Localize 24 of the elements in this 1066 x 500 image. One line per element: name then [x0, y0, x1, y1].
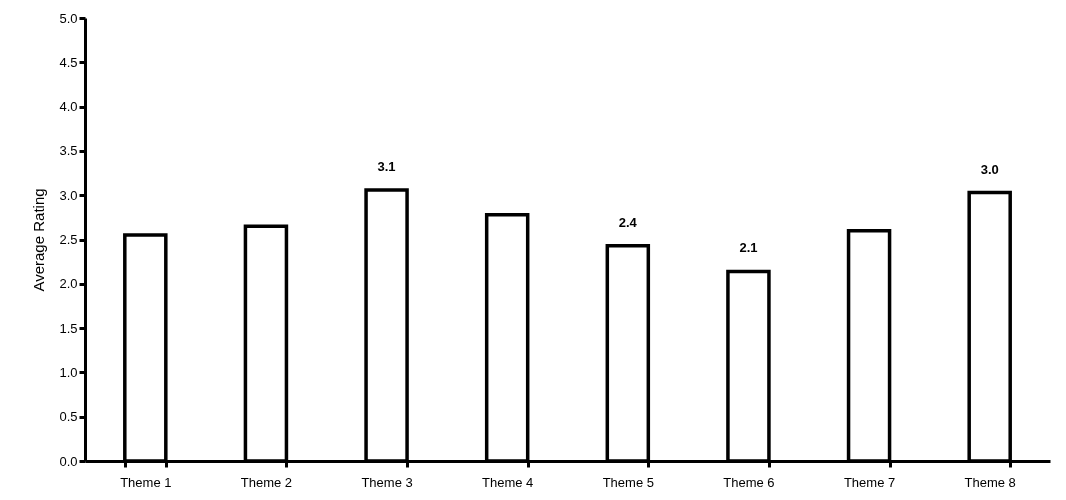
- x-tick-label: Theme 6: [723, 474, 775, 490]
- data-label: 2.4: [618, 214, 638, 230]
- x-tick-label: Theme 3: [361, 474, 413, 490]
- x-tick-label: Theme 1: [120, 474, 172, 490]
- data-label: 2.1: [739, 240, 758, 256]
- y-tick-label: 3.5: [59, 143, 78, 159]
- x-tick-label: Theme 8: [964, 474, 1016, 490]
- data-label: 3.1: [377, 158, 396, 174]
- data-label: 3.0: [980, 161, 999, 177]
- y-tick-label: 0.5: [59, 409, 78, 425]
- y-axis-title: Average Rating: [30, 188, 48, 292]
- y-tick-label: 2.5: [59, 232, 78, 247]
- x-tick-label: Theme 2: [240, 474, 293, 490]
- y-tick-label: 1.0: [59, 364, 78, 380]
- y-tick-label: 4.5: [59, 54, 78, 70]
- x-tick-label: Theme 7: [843, 474, 896, 490]
- y-tick-label: 2.0: [59, 276, 78, 292]
- x-tick-label: Theme 4: [482, 474, 534, 490]
- y-tick-label: 4.0: [59, 99, 78, 115]
- y-tick-label: 1.5: [59, 320, 78, 336]
- x-tick-label: Theme 5: [602, 474, 654, 490]
- y-tick-label: 5.0: [59, 10, 78, 26]
- y-tick-label: 0.0: [59, 453, 78, 469]
- y-tick-label: 3.0: [59, 187, 78, 203]
